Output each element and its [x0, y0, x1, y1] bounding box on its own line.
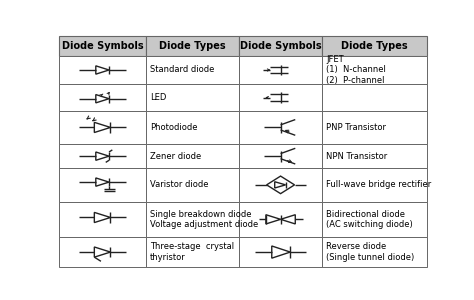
Text: Zener diode: Zener diode — [150, 152, 201, 160]
Bar — [322, 144, 427, 168]
Text: Reverse diode
(Single tunnel diode): Reverse diode (Single tunnel diode) — [326, 242, 415, 262]
Bar — [322, 84, 427, 111]
Bar — [146, 56, 239, 84]
Bar — [59, 168, 146, 202]
Bar — [322, 56, 427, 84]
Text: LED: LED — [150, 93, 166, 102]
Bar — [59, 84, 146, 111]
Text: Single breakdown diode
Voltage adjustment diode: Single breakdown diode Voltage adjustmen… — [150, 210, 258, 229]
Bar — [146, 237, 239, 267]
Bar — [239, 168, 322, 202]
Bar — [239, 111, 322, 144]
Bar — [59, 36, 146, 56]
Text: Full-wave bridge rectifier: Full-wave bridge rectifier — [326, 180, 431, 189]
Bar — [59, 202, 146, 237]
Bar — [239, 84, 322, 111]
Polygon shape — [94, 122, 110, 133]
Polygon shape — [266, 215, 281, 224]
Text: Three-stage  crystal
thyristor: Three-stage crystal thyristor — [150, 242, 234, 262]
Bar — [146, 111, 239, 144]
Text: Bidirectional diode
(AC switching diode): Bidirectional diode (AC switching diode) — [326, 210, 413, 229]
Bar — [322, 202, 427, 237]
Bar — [322, 36, 427, 56]
Bar — [59, 237, 146, 267]
Polygon shape — [96, 94, 109, 103]
Text: Diode Types: Diode Types — [341, 41, 408, 51]
Polygon shape — [275, 182, 285, 188]
Bar — [322, 237, 427, 267]
Polygon shape — [94, 212, 110, 223]
Bar — [146, 168, 239, 202]
Text: JFET
(1)  N-channel
(2)  P-channel: JFET (1) N-channel (2) P-channel — [326, 55, 386, 85]
Text: Varistor diode: Varistor diode — [150, 180, 209, 189]
Text: Diode Types: Diode Types — [159, 41, 226, 51]
Polygon shape — [281, 215, 295, 224]
Bar — [322, 111, 427, 144]
Bar — [239, 237, 322, 267]
Text: Standard diode: Standard diode — [150, 65, 214, 74]
Text: Diode Symbols: Diode Symbols — [240, 41, 321, 51]
Text: Photodiode: Photodiode — [150, 123, 198, 132]
Bar — [146, 202, 239, 237]
Bar — [146, 36, 239, 56]
Polygon shape — [94, 247, 110, 257]
Bar — [239, 202, 322, 237]
Polygon shape — [96, 66, 109, 74]
Polygon shape — [272, 246, 290, 258]
Bar — [239, 144, 322, 168]
Bar — [146, 84, 239, 111]
Polygon shape — [96, 178, 109, 186]
Polygon shape — [266, 176, 294, 194]
Bar — [239, 36, 322, 56]
Bar — [322, 168, 427, 202]
Text: Diode Symbols: Diode Symbols — [62, 41, 143, 51]
Text: NPN Transistor: NPN Transistor — [326, 152, 388, 160]
Bar — [239, 56, 322, 84]
Bar — [146, 144, 239, 168]
Bar — [59, 111, 146, 144]
Bar — [59, 56, 146, 84]
Bar — [59, 144, 146, 168]
Text: PNP Transistor: PNP Transistor — [326, 123, 386, 132]
Polygon shape — [96, 152, 109, 160]
